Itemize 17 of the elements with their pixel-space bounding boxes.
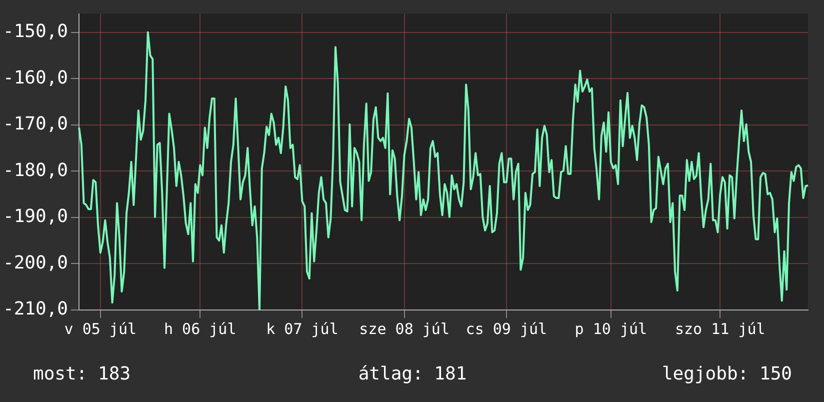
x-tick-label: k 07 júl [266, 320, 338, 338]
text: átlag: 181 [358, 364, 467, 385]
y-tick-label: -180,0 [2, 160, 68, 181]
x-tick-label: v 05 júl [64, 320, 137, 338]
x-tick-label: sze 08 júl [359, 320, 450, 338]
y-tick-label: -190,0 [2, 206, 68, 228]
x-tick-label: szo 11 júl [674, 320, 766, 338]
y-tick-label: -200,0 [2, 252, 68, 274]
y-tick-label: -170,0 [2, 114, 68, 135]
y-tick-label: -210,0 [2, 298, 68, 320]
y-tick-label: -150,0 [2, 20, 68, 42]
x-tick-label: p 10 júl [574, 320, 648, 338]
text: most: 183 [33, 364, 131, 385]
x-tick-label: cs 09 júl [466, 320, 548, 338]
text: legjobb: 150 [662, 364, 792, 385]
x-tick-label: h 06 júl [164, 320, 236, 338]
y-tick-label: -160,0 [2, 67, 68, 88]
